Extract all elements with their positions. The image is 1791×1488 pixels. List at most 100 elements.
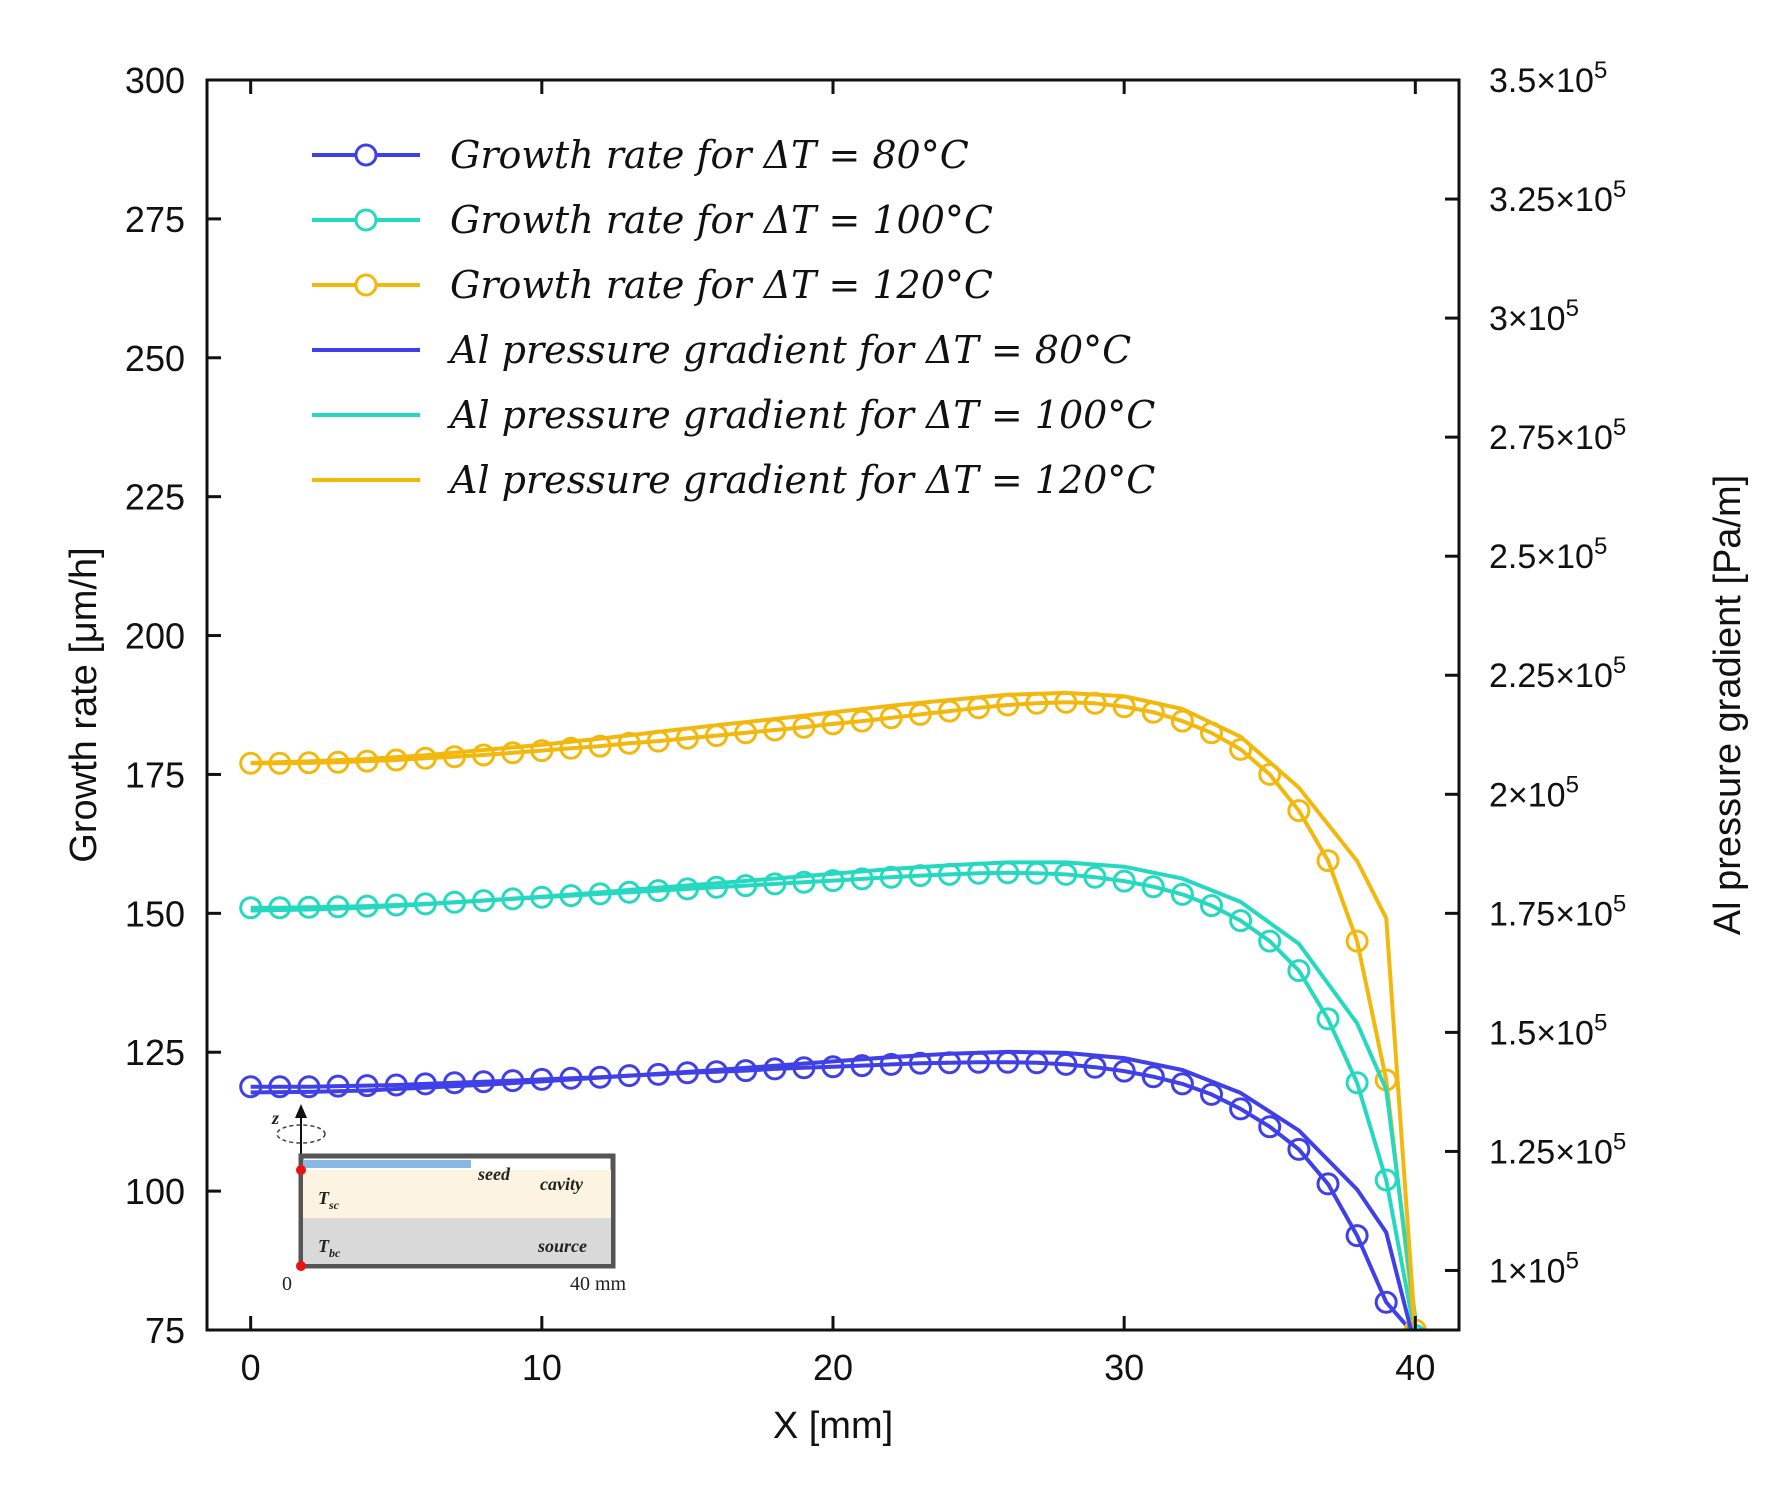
- y-tick-label: 225: [125, 477, 185, 518]
- inset-seed-strip: [303, 1160, 471, 1168]
- y2-tick-label: 3×105: [1489, 295, 1579, 338]
- y2-tick-times: ×10: [1555, 657, 1613, 695]
- series-1-marker: [384, 1073, 408, 1097]
- inset-source-region: [303, 1218, 611, 1264]
- inset-arrow-head: [295, 1104, 307, 1118]
- x-tick-label: 20: [813, 1347, 853, 1388]
- y2-tick-label: 1×105: [1489, 1247, 1579, 1290]
- y2-tick-times: ×10: [1555, 419, 1613, 457]
- y2-tick-times: ×10: [1536, 538, 1594, 576]
- series-1-marker: [763, 1057, 787, 1081]
- inset-source-label: source: [537, 1236, 587, 1256]
- series-1-marker: [1316, 1172, 1340, 1196]
- series-3-marker: [1316, 849, 1340, 873]
- series-1-marker: [1374, 1290, 1398, 1314]
- series-2-marker: [734, 874, 758, 898]
- series-3-marker: [530, 739, 554, 763]
- y2-tick-mantissa: 3.5: [1489, 62, 1536, 100]
- y2-tick-label: 3.5×105: [1489, 57, 1607, 100]
- y2-tick-exponent: 5: [1613, 176, 1626, 203]
- x-tick-label: 0: [241, 1347, 261, 1388]
- series-2-marker: [792, 870, 816, 894]
- y2-tick-label: 1.5×105: [1489, 1009, 1607, 1052]
- inset-origin-label: 0: [282, 1273, 292, 1295]
- y2-tick-mantissa: 2.75: [1489, 419, 1555, 457]
- series-2-marker: [1287, 959, 1311, 983]
- series-3-marker: [588, 734, 612, 758]
- y2-tick-label: 1.25×105: [1489, 1128, 1626, 1171]
- series-2-marker: [239, 896, 263, 920]
- series-3-marker: [1287, 799, 1311, 823]
- series-2-marker: [1229, 909, 1253, 933]
- y2-tick-exponent: 5: [1594, 57, 1607, 84]
- y2-tick-label: 2.75×105: [1489, 414, 1626, 457]
- series-3-marker: [1229, 737, 1253, 761]
- series-6-line: [250, 690, 1418, 1330]
- series-2-marker: [675, 877, 699, 901]
- y2-tick-label: 2.5×105: [1489, 533, 1607, 576]
- series-1-marker: [268, 1075, 292, 1099]
- y2-tick-exponent: 5: [1566, 295, 1579, 322]
- y2-tick-exponent: 5: [1613, 890, 1626, 917]
- inset-tsc-label: Tsc: [318, 1188, 340, 1212]
- inset-tsc-point: [296, 1165, 306, 1175]
- y2-tick-times: ×10: [1536, 1014, 1594, 1052]
- geometry-inset: z seed cavity Tsc Tbc source 0 40 mm: [271, 1104, 627, 1295]
- series-3-marker: [443, 745, 466, 769]
- series-1-marker: [1287, 1137, 1311, 1161]
- series-1-marker: [1141, 1065, 1165, 1089]
- y-tick-label: 175: [125, 754, 185, 795]
- series-2-marker: [763, 872, 787, 896]
- axes-layer: 0 10 20 30 40751001251501752002252502753001×…: [63, 57, 1749, 1447]
- series-1-marker: [850, 1054, 874, 1078]
- y2-tick-mantissa: 1.75: [1489, 895, 1555, 933]
- legend-swatch-marker-3: [354, 273, 378, 297]
- series-1-marker: [879, 1052, 903, 1076]
- y2-tick-exponent: 5: [1613, 1128, 1626, 1155]
- y2-tick-mantissa: 1: [1489, 1252, 1508, 1290]
- inset-z-label: z: [271, 1108, 279, 1128]
- y2-tick-mantissa: 1.25: [1489, 1133, 1555, 1171]
- inset-cavity-region: [303, 1170, 611, 1218]
- inset-length-label: 40 mm: [570, 1273, 627, 1295]
- y2-tick-times: ×10: [1555, 1133, 1613, 1171]
- y2-tick-exponent: 5: [1613, 652, 1626, 679]
- series-2-marker: [646, 879, 670, 903]
- legend-swatch-marker-2: [354, 208, 378, 232]
- inset-tbc-point: [296, 1261, 306, 1271]
- inset-seed-label: seed: [477, 1164, 511, 1184]
- series-3-marker: [879, 706, 903, 730]
- y2-tick-times: ×10: [1536, 62, 1594, 100]
- y2-axis-title: Al pressure gradient [Pa/m]: [1707, 475, 1749, 935]
- y-tick-label: 250: [125, 338, 185, 379]
- series-3-marker: [501, 741, 525, 765]
- y2-tick-exponent: 5: [1613, 414, 1626, 441]
- series-2-marker: [1258, 929, 1282, 953]
- y-tick-label: 200: [125, 616, 185, 657]
- series-2-marker: [1170, 882, 1194, 906]
- x-tick-label: 30: [1104, 1347, 1144, 1388]
- y2-tick-times: ×10: [1508, 776, 1566, 814]
- y-axis-title: Growth rate [μm/h]: [63, 547, 105, 862]
- series-layer: [239, 690, 1427, 1330]
- inset-tbc-label: Tbc: [318, 1236, 341, 1260]
- y2-tick-label: 3.25×105: [1489, 176, 1626, 219]
- series-1-marker: [1258, 1115, 1282, 1139]
- inset-rotation-icon: [276, 1124, 326, 1144]
- series-5-line: [250, 860, 1418, 1319]
- y2-tick-mantissa: 2.5: [1489, 538, 1536, 576]
- y2-tick-label: 1.75×105: [1489, 890, 1626, 933]
- series-3-marker: [413, 746, 437, 770]
- series-1-marker: [472, 1070, 496, 1094]
- y-tick-label: 125: [125, 1032, 185, 1073]
- x-tick-label: 40: [1395, 1347, 1435, 1388]
- series-2-marker: [1112, 869, 1136, 893]
- series-1-marker: [443, 1071, 466, 1095]
- series-1-marker: [1200, 1082, 1223, 1106]
- legend-label-6: Al pressure gradient for ΔT = 120°C: [447, 458, 1155, 502]
- series-1-marker: [1170, 1072, 1194, 1096]
- series-1-marker: [908, 1051, 932, 1075]
- series-1-marker: [355, 1074, 379, 1098]
- series-1-marker: [413, 1072, 437, 1096]
